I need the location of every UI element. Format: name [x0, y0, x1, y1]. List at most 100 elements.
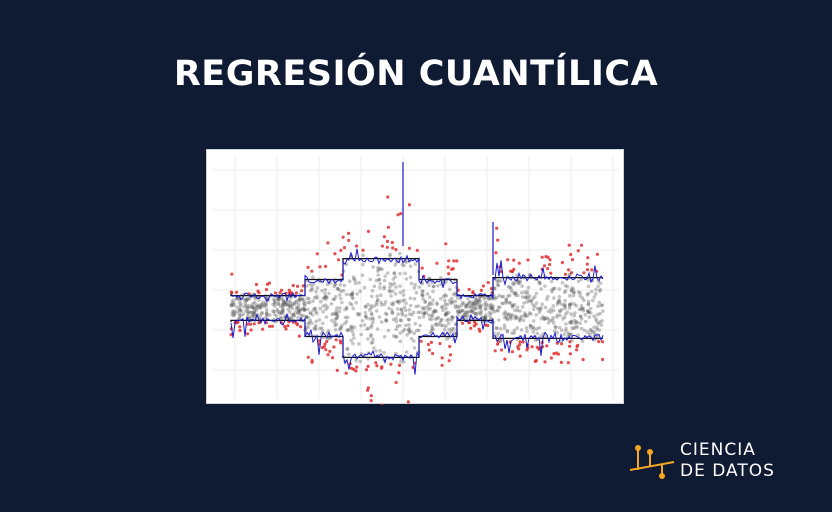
scatter-point	[495, 334, 499, 338]
scatter-point	[418, 323, 422, 328]
scatter-point	[428, 301, 432, 305]
scatter-point	[524, 295, 528, 300]
scatter-point	[529, 299, 533, 304]
scatter-point	[375, 298, 380, 303]
scatter-point	[467, 305, 472, 309]
quantile-plot	[213, 156, 619, 405]
scatter-point	[371, 317, 376, 322]
scatter-point	[387, 288, 392, 293]
scatter-point	[575, 320, 579, 325]
scatter-point	[424, 310, 428, 315]
scatter-point	[339, 326, 344, 330]
scatter-point	[376, 265, 380, 270]
scatter-point	[406, 328, 411, 332]
scatter-point	[372, 284, 377, 289]
scatter-point	[343, 315, 348, 320]
scatter-point	[339, 289, 343, 294]
scatter-point	[274, 314, 279, 318]
scatter-point	[473, 297, 478, 302]
scatter-point	[323, 291, 327, 296]
scatter-point	[508, 301, 513, 305]
scatter-point	[495, 226, 499, 230]
scatter-point	[444, 294, 448, 298]
scatter-point	[568, 333, 572, 337]
scatter-point	[238, 308, 242, 313]
scatter-point	[429, 340, 433, 344]
scatter-point	[595, 325, 599, 330]
scatter-point	[353, 278, 357, 282]
scatter-point	[416, 304, 421, 308]
scatter-point	[518, 279, 523, 284]
scatter-point	[328, 349, 332, 353]
scatter-point	[311, 282, 316, 287]
scatter-point	[522, 301, 526, 305]
scatter-point	[473, 320, 477, 324]
scatter-point	[435, 316, 439, 321]
scatter-point	[398, 339, 403, 344]
scatter-point	[355, 312, 360, 316]
scatter-point	[350, 292, 354, 296]
scatter-point	[420, 292, 424, 297]
scatter-point	[326, 241, 330, 245]
scatter-point	[244, 303, 248, 308]
scatter-point	[280, 308, 285, 313]
scatter-point	[498, 339, 503, 344]
scatter-point	[259, 303, 264, 307]
scatter-point	[295, 305, 299, 310]
scatter-point	[351, 341, 355, 346]
scatter-point	[350, 295, 355, 299]
scatter-point	[446, 317, 451, 321]
scatter-point	[568, 352, 572, 356]
scatter-point	[567, 303, 572, 307]
scatter-point	[515, 326, 519, 330]
scatter-point	[452, 326, 456, 331]
scatter-point	[366, 326, 371, 331]
scatter-point	[599, 323, 604, 327]
scatter-point	[232, 313, 237, 317]
scatter-point	[478, 310, 483, 315]
scatter-point	[523, 313, 527, 317]
scatter-point	[447, 359, 451, 363]
scatter-point	[395, 299, 400, 304]
scatter-point	[576, 279, 581, 284]
scatter-point	[582, 328, 587, 333]
scatter-point	[432, 308, 437, 313]
scatter-point	[564, 329, 568, 333]
scatter-point	[589, 311, 593, 315]
scatter-point	[441, 308, 445, 312]
scatter-point	[478, 306, 483, 310]
scatter-point	[435, 301, 439, 305]
scatter-point	[574, 325, 578, 329]
scatter-point	[355, 365, 359, 369]
scatter-point	[273, 291, 277, 295]
scatter-point	[579, 314, 583, 319]
scatter-point	[597, 340, 601, 344]
scatter-point	[407, 308, 412, 312]
scatter-point	[265, 311, 269, 316]
scatter-point	[431, 298, 435, 302]
scatter-point	[453, 299, 458, 304]
scatter-point	[597, 328, 602, 332]
scatter-point	[388, 285, 392, 289]
scatter-point	[261, 300, 265, 305]
scatter-point	[557, 325, 562, 330]
scatter-point	[513, 316, 517, 321]
scatter-point	[431, 284, 436, 289]
scatter-point	[324, 264, 328, 268]
scatter-point	[369, 312, 374, 317]
scatter-point	[273, 301, 277, 306]
scatter-point	[252, 301, 257, 305]
scatter-point	[349, 366, 353, 370]
scatter-point	[441, 294, 446, 299]
scatter-point	[524, 326, 529, 330]
scatter-point	[335, 306, 339, 310]
scatter-point	[557, 295, 562, 299]
scatter-point	[525, 292, 529, 296]
scatter-point	[538, 281, 542, 285]
scatter-point	[467, 287, 471, 291]
scatter-point	[551, 286, 556, 291]
scatter-point	[288, 300, 292, 304]
scatter-point	[478, 306, 482, 310]
scatter-point	[412, 346, 417, 350]
scatter-point	[329, 302, 334, 306]
